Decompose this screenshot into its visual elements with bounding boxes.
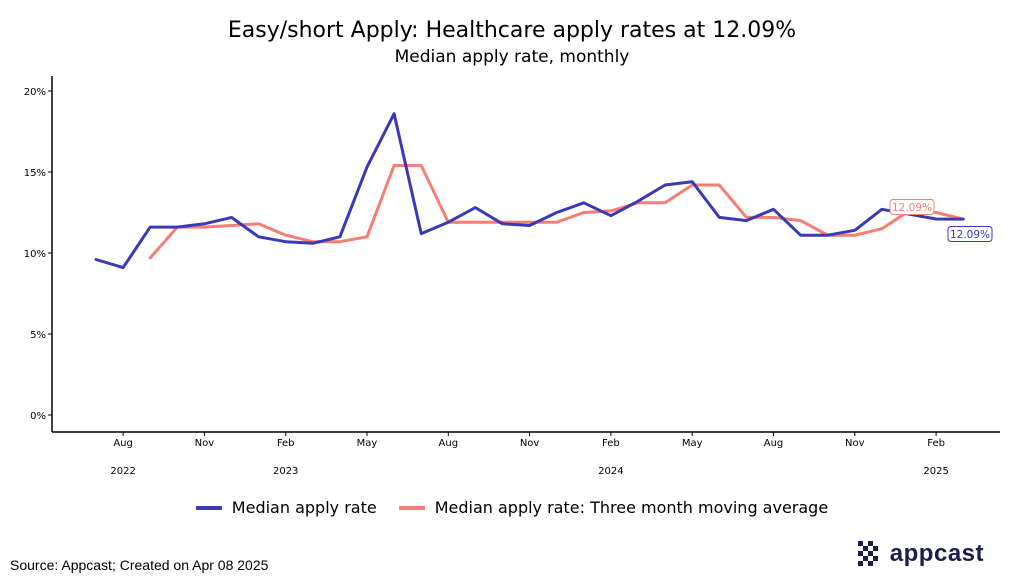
x-tick-label: Aug (113, 438, 133, 449)
end-label-series-2: 12.09% (892, 202, 932, 214)
x-tick-label: Feb (602, 438, 620, 449)
y-tick-label: 5% (30, 330, 46, 341)
x-tick-label: May (357, 438, 378, 449)
legend-swatch-series-1 (195, 505, 222, 510)
x-tick-label: Nov (845, 438, 865, 449)
appcast-logo: appcast (857, 540, 984, 568)
x-tick-label: Feb (927, 438, 945, 449)
x-year-label: 2023 (273, 466, 298, 477)
appcast-logo-icon (857, 541, 878, 566)
x-tick-label: May (682, 438, 703, 449)
x-tick-label: Aug (764, 438, 784, 449)
legend: Median apply rate Median apply rate: Thr… (0, 498, 1024, 517)
x-tick-label: Nov (520, 438, 540, 449)
legend-label-series-2: Median apply rate: Three month moving av… (434, 498, 829, 517)
y-tick-label: 10% (24, 249, 46, 260)
y-tick-label: 15% (24, 168, 46, 179)
y-tick-label: 20% (24, 87, 46, 98)
x-tick-label: Feb (277, 438, 295, 449)
legend-label-series-1: Median apply rate (231, 498, 377, 517)
end-label-series-1: 12.09% (950, 229, 990, 241)
end-label-series-2-box (889, 199, 935, 215)
x-year-label: 2024 (598, 466, 623, 477)
x-year-label: 2022 (110, 466, 135, 477)
x-year-label: 2025 (923, 466, 948, 477)
x-tick-label: Nov (195, 438, 215, 449)
chart-title: Easy/short Apply: Healthcare apply rates… (227, 18, 797, 43)
y-tick-label: 0% (30, 411, 46, 422)
legend-item-series-1: Median apply rate (195, 498, 377, 517)
logo-text: appcast (889, 540, 984, 567)
x-tick-label: Aug (439, 438, 459, 449)
end-label-series-1-box (947, 226, 993, 242)
series-line-1 (94, 112, 965, 270)
chart-subtitle: Median apply rate, monthly (394, 47, 630, 67)
legend-item-series-2: Median apply rate: Three month moving av… (398, 498, 829, 517)
legend-swatch-series-2 (398, 505, 425, 510)
source-note: Source: Appcast; Created on Apr 08 2025 (10, 557, 269, 573)
